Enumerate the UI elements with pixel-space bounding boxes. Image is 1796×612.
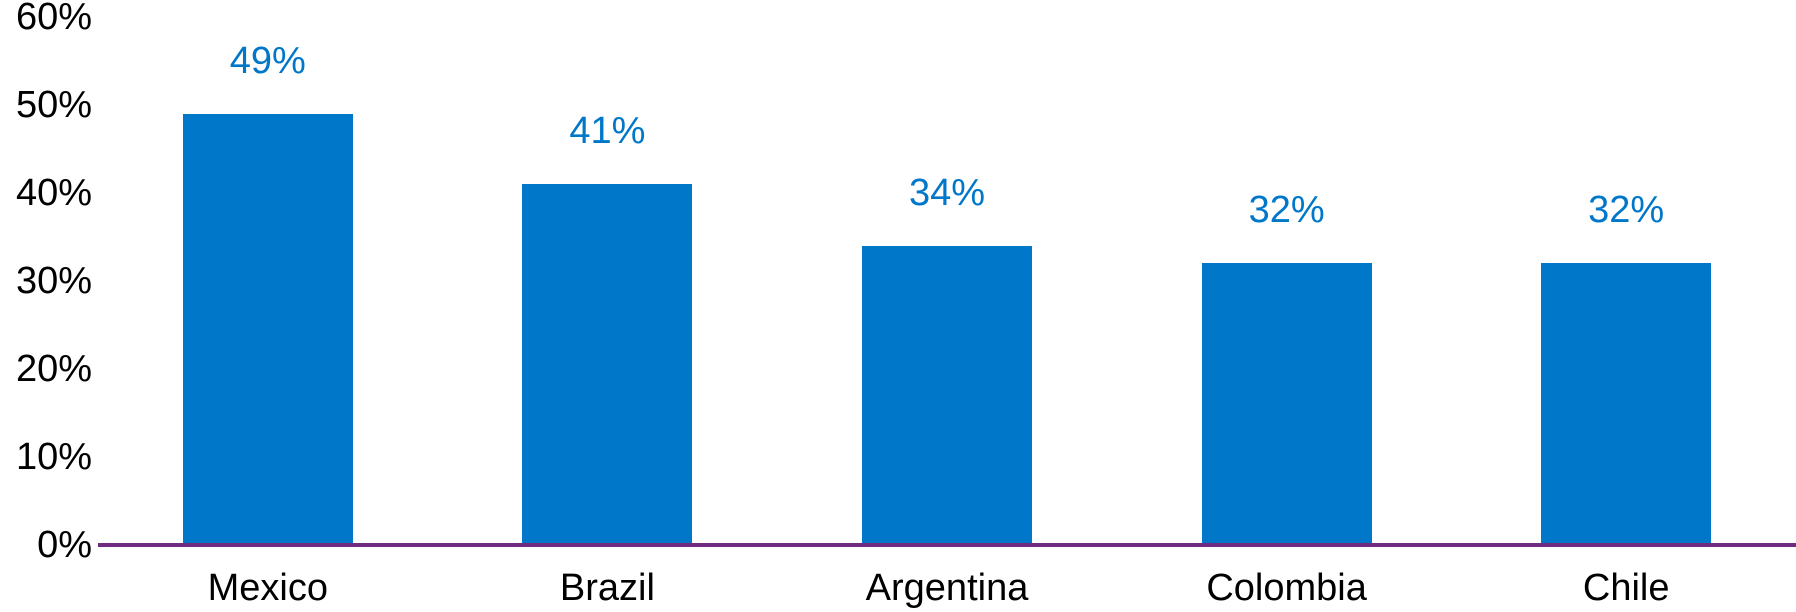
value-label-mexico: 49% — [229, 39, 306, 82]
value-label-colombia: 32% — [1248, 189, 1325, 232]
bar-mexico — [182, 113, 353, 545]
bar-colombia — [1201, 263, 1372, 545]
x-category-label-chile: Chile — [1582, 567, 1670, 609]
x-category-label-colombia: Colombia — [1206, 567, 1367, 609]
y-tick-label: 20% — [15, 348, 92, 390]
y-tick-label: 40% — [15, 172, 92, 214]
x-axis-line — [98, 543, 1796, 547]
y-tick-label: 30% — [15, 260, 92, 302]
bar-argentina — [862, 245, 1032, 545]
value-label-argentina: 34% — [908, 171, 986, 214]
value-label-chile: 32% — [1588, 189, 1665, 232]
y-tick-label: 50% — [15, 84, 92, 126]
x-category-label-brazil: Brazil — [559, 567, 655, 609]
y-tick-label: 0% — [37, 524, 92, 566]
x-category-label-mexico: Mexico — [207, 567, 328, 609]
bar-chile — [1541, 263, 1712, 545]
y-tick-label: 60% — [15, 0, 92, 38]
x-category-label-argentina: Argentina — [865, 567, 1029, 609]
y-tick-label: 10% — [15, 436, 92, 478]
value-label-brazil: 41% — [569, 110, 646, 153]
bar-brazil — [522, 184, 693, 545]
